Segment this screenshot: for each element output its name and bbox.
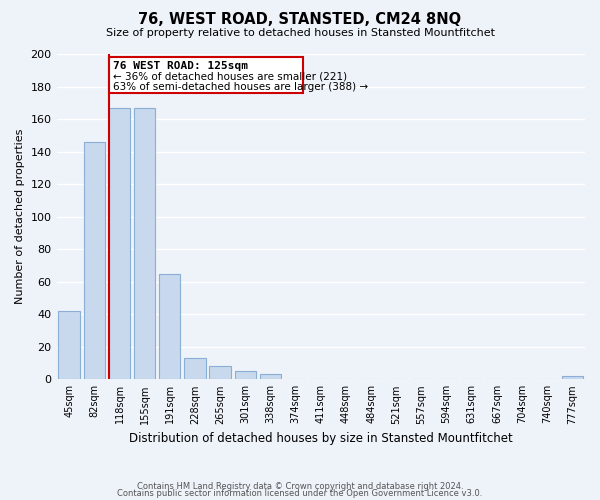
- Bar: [235, 371, 256, 380]
- Bar: [134, 108, 155, 380]
- Text: Contains HM Land Registry data © Crown copyright and database right 2024.: Contains HM Land Registry data © Crown c…: [137, 482, 463, 491]
- Text: 63% of semi-detached houses are larger (388) →: 63% of semi-detached houses are larger (…: [113, 82, 368, 92]
- Bar: [58, 311, 80, 380]
- FancyBboxPatch shape: [109, 58, 302, 93]
- Bar: [260, 374, 281, 380]
- X-axis label: Distribution of detached houses by size in Stansted Mountfitchet: Distribution of detached houses by size …: [129, 432, 512, 445]
- Text: 76 WEST ROAD: 125sqm: 76 WEST ROAD: 125sqm: [113, 62, 248, 72]
- Text: 76, WEST ROAD, STANSTED, CM24 8NQ: 76, WEST ROAD, STANSTED, CM24 8NQ: [139, 12, 461, 28]
- Bar: [562, 376, 583, 380]
- Text: Contains public sector information licensed under the Open Government Licence v3: Contains public sector information licen…: [118, 488, 482, 498]
- Bar: [109, 108, 130, 380]
- Bar: [83, 142, 105, 380]
- Bar: [184, 358, 206, 380]
- Bar: [159, 274, 181, 380]
- Bar: [209, 366, 231, 380]
- Text: Size of property relative to detached houses in Stansted Mountfitchet: Size of property relative to detached ho…: [106, 28, 494, 38]
- Text: ← 36% of detached houses are smaller (221): ← 36% of detached houses are smaller (22…: [113, 72, 347, 82]
- Y-axis label: Number of detached properties: Number of detached properties: [15, 129, 25, 304]
